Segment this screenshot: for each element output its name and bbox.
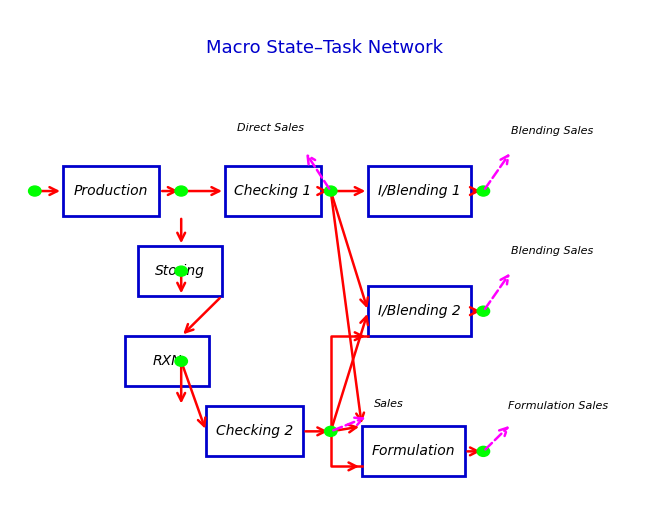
Bar [225, 166, 321, 216]
Circle shape [477, 306, 489, 316]
Text: Checking 1: Checking 1 [234, 184, 312, 198]
Text: I/Blending 2: I/Blending 2 [378, 304, 461, 318]
Text: I/Blending 1: I/Blending 1 [378, 184, 461, 198]
Circle shape [324, 426, 337, 436]
Circle shape [175, 186, 188, 196]
Text: Blending Sales: Blending Sales [511, 126, 594, 136]
Bar [206, 406, 302, 456]
Bar [63, 166, 160, 216]
Text: Formulation Sales: Formulation Sales [508, 402, 608, 411]
Text: Direct Sales: Direct Sales [238, 123, 304, 133]
Text: Production: Production [74, 184, 148, 198]
Bar [138, 246, 222, 296]
Text: Formulation: Formulation [371, 444, 455, 458]
Text: Sales: Sales [374, 399, 404, 409]
Text: Macro State–Task Network: Macro State–Task Network [206, 40, 443, 57]
Circle shape [175, 266, 188, 276]
Circle shape [477, 186, 489, 196]
Bar [368, 286, 471, 336]
Text: RXN: RXN [153, 354, 182, 368]
Bar [125, 336, 209, 386]
Circle shape [477, 446, 489, 456]
Text: Blending Sales: Blending Sales [511, 246, 594, 256]
Circle shape [324, 186, 337, 196]
Circle shape [175, 356, 188, 366]
Text: Storing: Storing [154, 264, 204, 278]
Text: Checking 2: Checking 2 [215, 424, 293, 438]
Bar [362, 426, 465, 476]
Bar [368, 166, 471, 216]
Circle shape [29, 186, 41, 196]
